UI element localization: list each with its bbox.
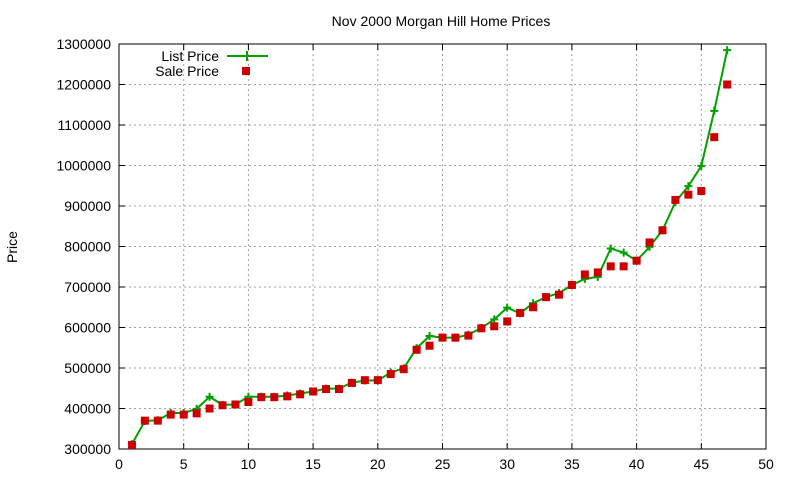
data-point bbox=[412, 345, 421, 354]
data-point bbox=[257, 393, 266, 402]
data-point bbox=[606, 244, 615, 253]
data-point bbox=[516, 308, 525, 317]
data-point bbox=[710, 106, 719, 115]
data-point bbox=[723, 80, 732, 89]
legend-marker-sale-price bbox=[242, 67, 250, 75]
x-tick-label: 45 bbox=[694, 456, 710, 472]
legend: List Price Sale Price bbox=[155, 48, 268, 79]
data-point bbox=[580, 270, 589, 279]
data-point bbox=[283, 392, 292, 401]
data-point bbox=[606, 262, 615, 271]
data-point bbox=[438, 333, 447, 342]
data-point bbox=[309, 387, 318, 396]
data-point bbox=[166, 410, 175, 419]
data-point bbox=[697, 161, 706, 170]
data-point bbox=[192, 409, 201, 418]
data-point bbox=[490, 315, 499, 324]
chart-title: Nov 2000 Morgan Hill Home Prices bbox=[332, 13, 551, 29]
y-tick-label: 1000000 bbox=[56, 158, 111, 174]
data-point bbox=[671, 195, 680, 204]
data-point bbox=[179, 410, 188, 419]
data-point bbox=[296, 390, 305, 399]
x-tick-label: 30 bbox=[499, 456, 515, 472]
data-point bbox=[425, 332, 434, 341]
y-tick-label: 600000 bbox=[64, 320, 111, 336]
data-point bbox=[140, 416, 149, 425]
series-sale-price bbox=[127, 80, 732, 449]
data-point bbox=[658, 226, 667, 235]
y-tick-label: 1100000 bbox=[58, 117, 112, 133]
data-point bbox=[373, 376, 382, 385]
x-tick-label: 0 bbox=[115, 456, 123, 472]
data-point bbox=[153, 416, 162, 425]
legend-label-list-price: List Price bbox=[161, 48, 219, 64]
x-tick-label: 40 bbox=[629, 456, 645, 472]
x-tick-label: 10 bbox=[241, 456, 257, 472]
data-point bbox=[554, 290, 563, 299]
x-tick-label: 20 bbox=[370, 456, 386, 472]
data-point bbox=[270, 393, 279, 402]
legend-marker-list-price bbox=[242, 51, 252, 61]
data-point bbox=[697, 187, 706, 196]
data-point bbox=[205, 404, 214, 413]
data-point bbox=[218, 401, 227, 410]
data-point bbox=[619, 248, 628, 257]
grid bbox=[119, 44, 766, 449]
data-point bbox=[451, 333, 460, 342]
y-tick-label: 500000 bbox=[64, 360, 111, 376]
x-tick-label: 50 bbox=[758, 456, 774, 472]
y-tick-label: 300000 bbox=[64, 441, 111, 457]
tick-labels: 0 5 10 15 20 25 30 35 40 45 50 300000 400000 500000 60… bbox=[56, 36, 774, 472]
data-point bbox=[503, 317, 512, 326]
data-point bbox=[632, 256, 641, 265]
data-point bbox=[567, 280, 576, 289]
data-point bbox=[386, 370, 395, 379]
data-point bbox=[542, 293, 551, 302]
data-point bbox=[322, 385, 331, 394]
data-point bbox=[684, 182, 693, 191]
series-layer bbox=[127, 46, 732, 449]
data-point bbox=[347, 378, 356, 387]
data-point bbox=[619, 262, 628, 271]
y-tick-label: 1300000 bbox=[56, 36, 111, 52]
data-point bbox=[503, 303, 512, 312]
y-tick-label: 400000 bbox=[64, 401, 111, 417]
legend-label-sale-price: Sale Price bbox=[155, 63, 219, 79]
data-point bbox=[334, 385, 343, 394]
data-point bbox=[425, 341, 434, 350]
y-tick-label: 1200000 bbox=[56, 77, 111, 93]
data-point bbox=[684, 190, 693, 199]
data-point bbox=[490, 322, 499, 331]
y-axis-title: Price bbox=[4, 231, 20, 263]
data-point bbox=[645, 238, 654, 247]
data-point bbox=[723, 46, 732, 55]
series-line bbox=[131, 49, 729, 445]
data-point bbox=[464, 331, 473, 340]
data-point bbox=[593, 268, 602, 277]
data-point bbox=[205, 392, 214, 401]
data-point bbox=[360, 376, 369, 385]
data-point bbox=[710, 133, 719, 142]
axis-ticks bbox=[118, 43, 767, 450]
data-point bbox=[477, 324, 486, 333]
y-tick-label: 800000 bbox=[64, 239, 111, 255]
series-list-price bbox=[127, 46, 732, 449]
data-point bbox=[244, 398, 253, 407]
x-tick-label: 15 bbox=[305, 456, 321, 472]
y-tick-label: 900000 bbox=[64, 198, 111, 214]
data-point bbox=[127, 440, 136, 449]
data-point bbox=[399, 365, 408, 374]
x-tick-label: 25 bbox=[435, 456, 451, 472]
data-point bbox=[529, 303, 538, 312]
data-point bbox=[231, 400, 240, 409]
x-tick-label: 35 bbox=[564, 456, 580, 472]
x-tick-label: 5 bbox=[180, 456, 188, 472]
y-tick-label: 700000 bbox=[64, 279, 111, 295]
